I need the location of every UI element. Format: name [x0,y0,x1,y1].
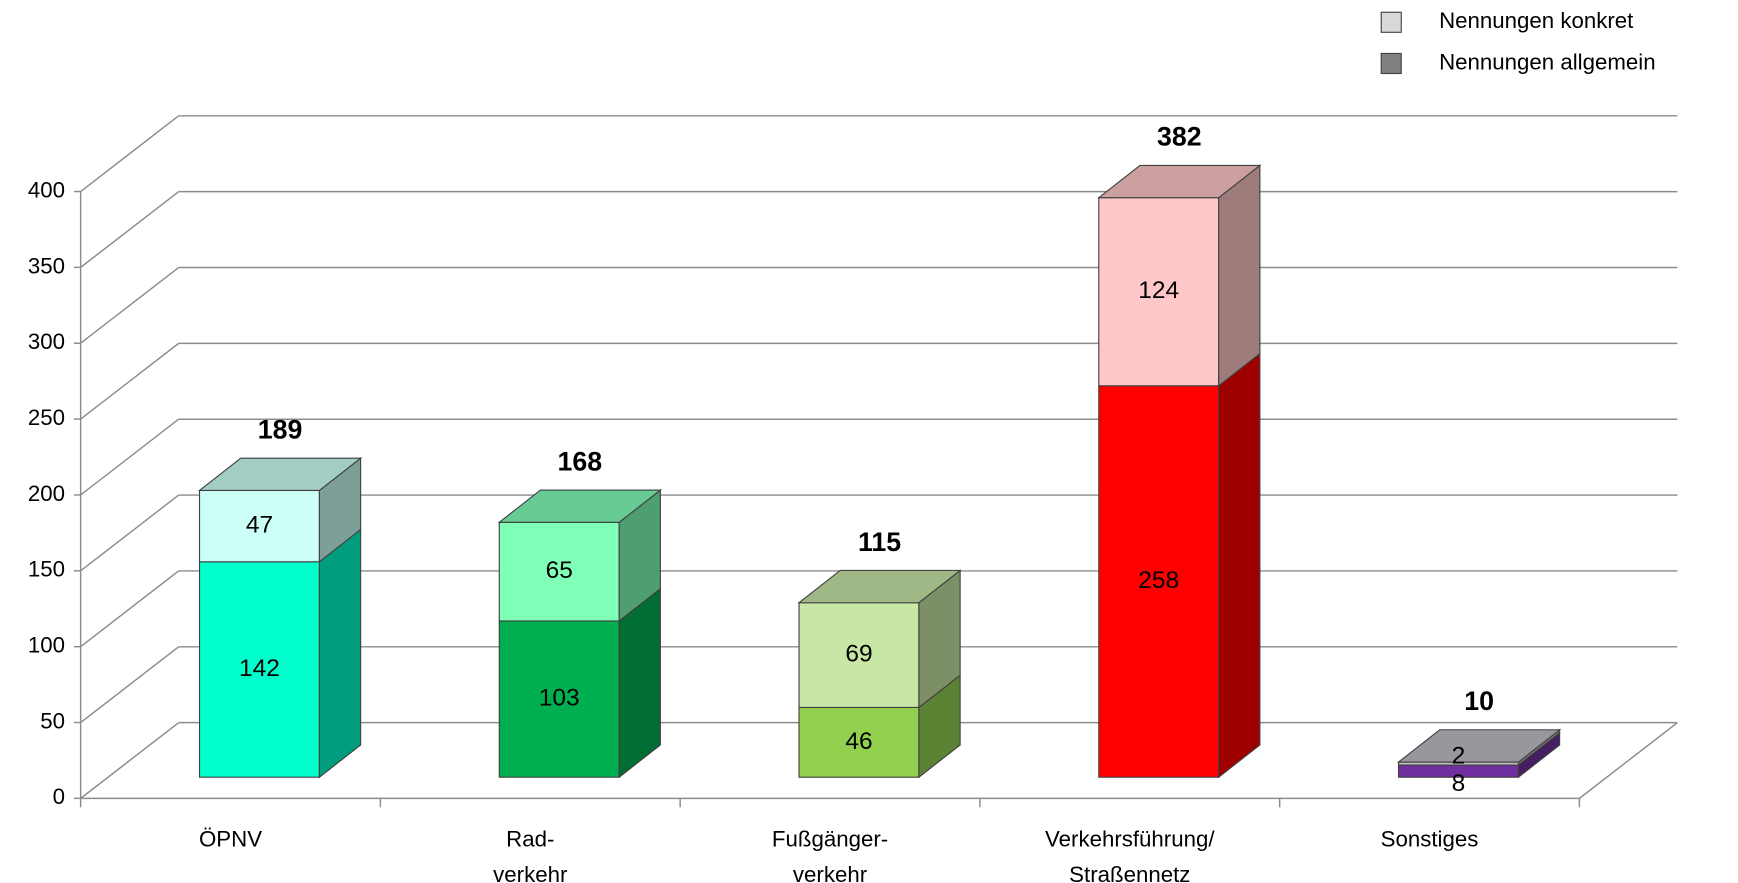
value-label: 46 [845,728,872,755]
bar-segment [798,602,920,708]
bar-side [1218,164,1261,387]
side-grid-line [80,266,180,344]
bar-top [497,489,662,523]
x-tick-label: Straßennetz [1069,862,1190,883]
value-label: 124 [1138,277,1179,304]
floor-edge [1578,722,1678,799]
legend-label: Nennungen allgemein [1439,49,1655,74]
y-tick-label: 150 [28,557,65,582]
legend-label: Nennungen konkret [1439,8,1634,33]
x-tick-label: verkehr [793,862,868,883]
total-label: 168 [558,446,603,476]
value-label: 2 [1452,742,1466,769]
bar-top [797,569,962,604]
y-tick-label: 50 [40,708,65,733]
value-label: 65 [546,557,573,584]
y-tick-label: 100 [28,633,65,658]
bar-top [1097,164,1262,199]
bar-segment [798,706,920,778]
x-tick-label: ÖPNV [199,827,262,852]
total-label: 189 [258,415,303,445]
bar-side [1218,352,1261,779]
total-label: 382 [1157,122,1202,152]
x-tick-label: Sonstiges [1381,827,1479,852]
y-tick-label: 250 [28,405,65,430]
y-tick-label: 350 [28,253,65,278]
side-grid-line [80,722,180,799]
value-label: 47 [246,512,273,539]
y-tick-label: 400 [28,177,65,202]
side-grid-line [80,191,180,268]
y-tick-label: 300 [28,329,65,354]
bar-segment [1098,197,1220,387]
bar-top [1396,729,1562,763]
value-label: 142 [239,655,280,682]
bar-top [197,457,363,492]
bar-side [318,528,362,779]
side-grid-line [80,646,180,724]
value-label: 69 [845,641,872,668]
legend-swatch [1380,52,1402,75]
bar-segment [198,489,320,563]
total-label: 10 [1464,686,1494,716]
y-tick-label: 0 [53,784,65,809]
side-grid-line [80,418,180,496]
bar-side [618,587,661,779]
bar-segment [498,521,620,622]
y-tick-label: 200 [28,481,65,506]
x-tick-label: verkehr [493,862,568,883]
bar-segment [198,561,320,778]
side-grid-line [80,342,180,420]
total-label: 115 [858,527,901,557]
side-grid-line [80,115,180,193]
x-tick-label: Verkehrsführung/ [1045,827,1215,852]
x-tick-label: Rad- [506,827,554,852]
value-label: 258 [1138,567,1179,594]
value-label: 8 [1452,770,1466,797]
bar-segment [498,620,620,778]
x-tick-label: Fußgänger- [772,827,888,852]
side-grid-line [80,570,180,648]
value-label: 103 [539,685,580,712]
legend-swatch [1380,11,1402,33]
side-grid-line [80,494,180,572]
